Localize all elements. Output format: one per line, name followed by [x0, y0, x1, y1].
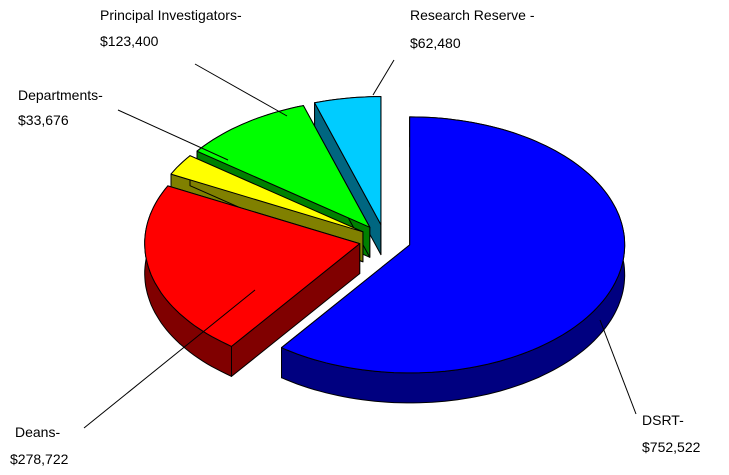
- slice-top: [281, 116, 626, 374]
- slice-top: [170, 155, 364, 233]
- slice-label: Principal Investigators-: [100, 7, 242, 23]
- pie-slice: [144, 185, 361, 377]
- value-label: $123,400: [100, 33, 159, 49]
- leader-line: [83, 289, 256, 429]
- slice-top: [314, 96, 382, 226]
- slice-label: DSRT-: [642, 412, 684, 428]
- value-label: $278,722: [10, 451, 69, 467]
- slice-label: Departments-: [18, 87, 103, 103]
- value-label: $752,522: [642, 439, 701, 455]
- pie-slice: [281, 116, 626, 404]
- value-label: $62,480: [410, 35, 461, 51]
- slice-top: [144, 185, 361, 347]
- leader-line: [194, 63, 288, 117]
- leader-line: [372, 59, 395, 96]
- value-label: $33,676: [18, 112, 69, 128]
- slice-label: Research Reserve -: [410, 7, 535, 23]
- slice-label: Deans-: [15, 424, 60, 440]
- leader-line: [599, 319, 637, 415]
- slice-top: [196, 105, 371, 228]
- leader-line: [117, 109, 229, 161]
